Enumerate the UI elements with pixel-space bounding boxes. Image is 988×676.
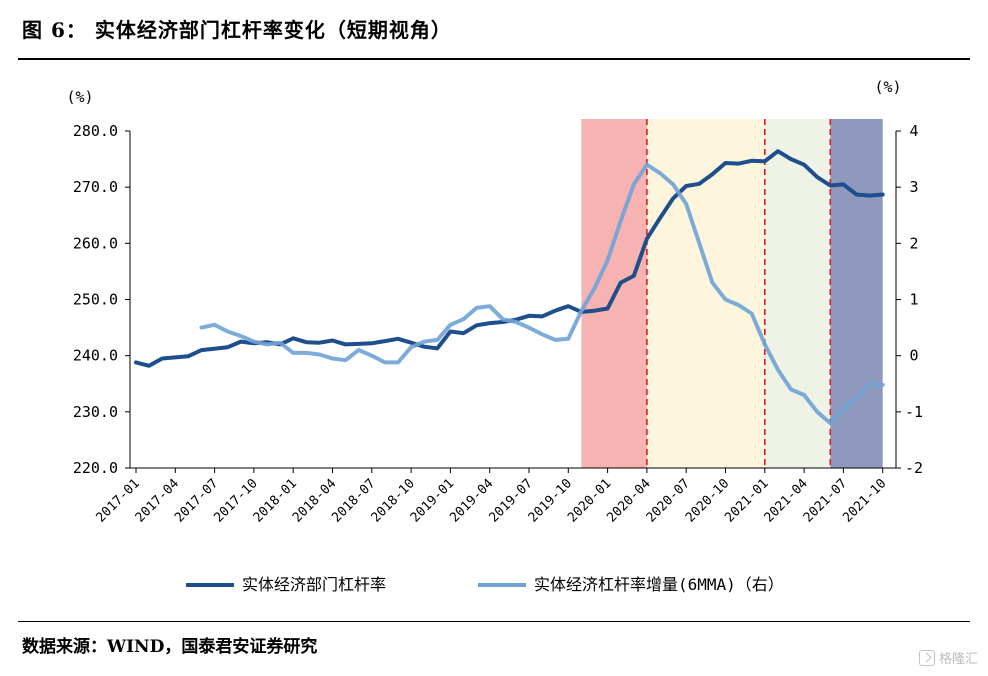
legend-label-1: 实体经济部门杠杆率 [242, 575, 386, 594]
right-tick-label: 0 [909, 347, 918, 365]
source-rule [18, 621, 970, 622]
source-note: 数据来源：WIND，国泰君安证券研究 [22, 637, 318, 657]
x-tick-label: 2021-10 [840, 476, 889, 525]
left-tick-label: 280.0 [73, 122, 118, 140]
legend: 实体经济部门杠杆率 实体经济杠杆率增量(6MMA)（右） [186, 575, 784, 594]
watermark-logo-icon [918, 649, 935, 666]
watermark-text: 格隆汇 [938, 652, 978, 667]
right-tick-label: 4 [909, 122, 918, 140]
period-band-4 [830, 119, 883, 468]
left-tick-label: 250.0 [73, 291, 118, 309]
series-line-2 [199, 162, 885, 426]
left-tick-label: 220.0 [73, 459, 118, 477]
legend-label-2: 实体经济杠杆率增量(6MMA)（右） [534, 575, 784, 594]
right-tick-label: 1 [909, 291, 918, 309]
left-axis-unit: (%) [66, 88, 93, 106]
left-tick-label: 240.0 [73, 347, 118, 365]
line-chart: (%) (%) 280.0 270.0 260.0 250.0 240.0 230.0 220.… [66, 78, 923, 594]
title-rule [18, 58, 970, 60]
series-lines [134, 149, 885, 426]
period-band-2 [646, 119, 765, 468]
right-tick-label: 2 [909, 234, 918, 252]
left-tick-label: 230.0 [73, 403, 118, 421]
left-tick-label: 270.0 [73, 178, 118, 196]
period-bands [581, 119, 883, 468]
right-tick-label: -1 [905, 403, 923, 421]
figure-title: 图 6： 实体经济部门杠杆率变化（短期视角） [22, 18, 452, 42]
right-tick-label: 3 [909, 178, 918, 196]
right-tick-label: -2 [905, 459, 923, 477]
watermark: 格隆汇 [918, 648, 978, 667]
right-axis-unit: (%) [874, 78, 901, 96]
left-tick-label: 260.0 [73, 234, 118, 252]
period-dividers [646, 119, 832, 468]
